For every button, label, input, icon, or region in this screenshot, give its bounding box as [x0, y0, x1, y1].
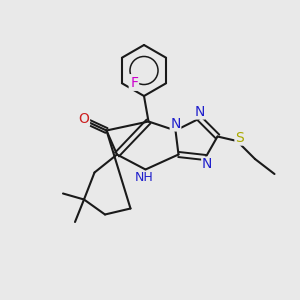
Text: S: S	[235, 131, 244, 145]
Text: F: F	[130, 76, 139, 90]
Text: NH: NH	[135, 171, 153, 184]
Text: N: N	[194, 105, 205, 119]
Text: N: N	[170, 117, 181, 131]
Text: F: F	[129, 75, 137, 89]
Text: O: O	[79, 112, 89, 126]
Text: N: N	[202, 157, 212, 171]
